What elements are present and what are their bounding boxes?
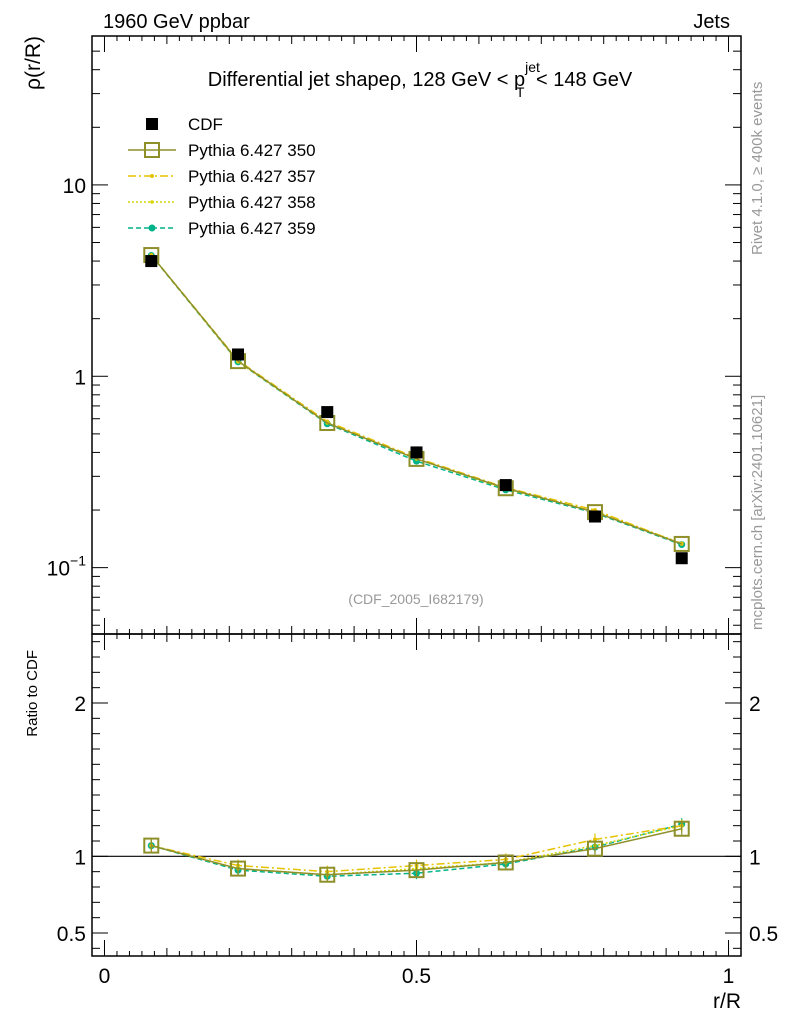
legend-label: Pythia 6.427 357: [188, 167, 316, 186]
series-line: [150, 254, 682, 545]
legend-label: Pythia 6.427 350: [188, 141, 316, 160]
series-line: [150, 254, 682, 545]
ratio-point: [319, 866, 336, 883]
x-tick-label: 0: [99, 965, 111, 988]
data-point: [232, 348, 245, 361]
rivet-label: Rivet 4.1.0, ≥ 400k events: [749, 82, 766, 255]
legend-label: Pythia 6.427 358: [188, 193, 316, 212]
legend-marker: [146, 118, 158, 130]
header-left: 1960 GeV ppbar: [103, 11, 250, 33]
data-point: [673, 535, 690, 552]
ratio-point: [673, 820, 690, 837]
main-panel: 10 1 10−1 Differential jet shapeρ, 128 GeV …: [22, 35, 742, 635]
title-main: Differential jet shapeρ, 128 GeV < p: [208, 69, 525, 91]
legend-marker: [150, 200, 154, 204]
y-tick-label-right: 1: [749, 846, 761, 869]
y-tick-label: 0.5: [57, 923, 86, 946]
ratio-panel-frame: [91, 633, 742, 957]
data-point: [145, 255, 158, 268]
legend-marker: [148, 224, 156, 232]
legend-label: Pythia 6.427 359: [188, 219, 316, 238]
title-sup: jet: [524, 59, 540, 75]
y-axis-label: ρ(r/R): [22, 36, 45, 90]
legend: CDF Pythia 6.427 350 Pythia 6.427 357 Pythi…: [128, 115, 316, 238]
y-tick-label-right: 0.5: [749, 923, 778, 946]
y-tick-label: 10: [63, 175, 86, 198]
x-axis-label: r/R: [713, 990, 741, 1013]
header-right: Jets: [693, 11, 730, 33]
x-tick-label: 1: [723, 965, 735, 988]
data-point: [410, 446, 423, 459]
legend-marker: [150, 174, 154, 178]
ratio-y-axis-label: Ratio to CDF: [24, 650, 41, 737]
data-point: [675, 552, 688, 565]
ratio-panel: 2 2 1 1 0.5 0.5 0 0.5 1 Ratio to CDF r/R: [24, 633, 778, 1013]
data-point: [499, 479, 512, 492]
data-point: [321, 406, 334, 419]
y-tick-label-right: 2: [749, 693, 761, 716]
chart-title: Differential jet shapeρ, 128 GeV < pjet T…: [208, 59, 633, 100]
title-sub: T: [516, 84, 525, 100]
analysis-label: (CDF_2005_I682179): [348, 591, 483, 607]
y-tick-label: 2: [74, 693, 86, 716]
data-point: [588, 510, 601, 523]
series-line: [150, 254, 682, 545]
y-tick-label: 1: [74, 846, 86, 869]
mcplots-label: mcplots.cern.ch [arXiv:2401.10621]: [749, 395, 766, 630]
ratio-point: [586, 840, 603, 857]
ratio-point: [230, 860, 247, 877]
series-line: [150, 254, 682, 546]
title-tail: < 148 GeV: [530, 69, 632, 91]
ratio-point: [497, 854, 514, 871]
ratio-point: [592, 837, 597, 842]
ratio-point: [408, 862, 425, 879]
legend-marker: [144, 142, 160, 158]
x-tick-label: 0.5: [402, 965, 431, 988]
y-tick-label: 10−1: [47, 553, 87, 581]
ratio-point: [143, 837, 160, 854]
legend-label: CDF: [188, 115, 223, 134]
y-tick-label: 1: [74, 366, 86, 389]
